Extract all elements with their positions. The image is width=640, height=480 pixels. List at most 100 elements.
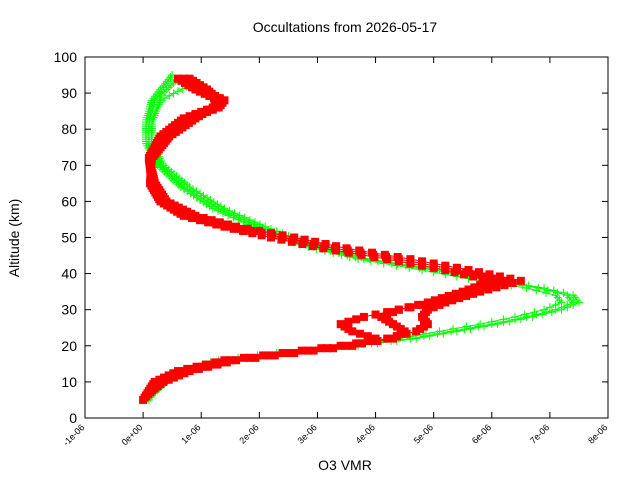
data-point <box>152 90 161 99</box>
y-tick-label: 40 <box>61 266 77 282</box>
data-point <box>344 317 353 326</box>
data-point <box>216 202 225 211</box>
data-point <box>259 351 268 360</box>
x-tick-label: 2e-06 <box>237 422 260 445</box>
data-point <box>363 336 372 345</box>
data-point <box>462 291 471 300</box>
x-tick-label: 6e-06 <box>470 422 493 445</box>
data-point <box>469 272 478 281</box>
data-point <box>478 274 487 283</box>
data-point <box>265 351 274 360</box>
y-tick-label: 90 <box>61 85 77 101</box>
data-point <box>145 104 154 113</box>
data-point <box>251 353 260 362</box>
data-point <box>328 344 337 353</box>
data-point <box>144 109 153 118</box>
x-tick-label: 7e-06 <box>528 422 551 445</box>
data-point <box>429 263 438 272</box>
x-tick-label: 3e-06 <box>296 422 319 445</box>
data-point <box>199 191 208 200</box>
data-point <box>151 92 160 101</box>
axes <box>84 56 609 419</box>
data-point <box>239 353 248 362</box>
data-point <box>450 268 459 277</box>
data-point <box>232 356 241 365</box>
data-point <box>154 87 163 96</box>
y-tick-label: 0 <box>69 410 77 426</box>
data-point <box>189 185 198 194</box>
data-point <box>406 259 415 268</box>
data-point <box>559 288 568 297</box>
data-point <box>437 294 446 303</box>
data-point <box>441 265 450 274</box>
x-tick-label: 0e+00 <box>120 422 145 447</box>
data-point <box>317 344 326 353</box>
data-point <box>169 373 178 382</box>
data-point <box>485 270 494 279</box>
data-point <box>348 341 357 350</box>
y-tick-label: 30 <box>61 302 77 318</box>
data-point <box>418 261 427 270</box>
data-point <box>319 244 328 253</box>
data-point <box>469 289 478 298</box>
data-point <box>160 94 169 103</box>
data-point <box>186 189 195 198</box>
data-point <box>165 91 174 100</box>
data-point <box>153 104 162 113</box>
data-point <box>480 322 489 331</box>
data-point <box>144 107 153 116</box>
data-point <box>248 229 257 238</box>
data-point <box>298 239 307 248</box>
data-point <box>220 96 229 105</box>
x-axis-label: O3 VMR <box>318 457 372 473</box>
data-point <box>439 329 448 338</box>
data-point <box>569 291 578 300</box>
data-point <box>540 284 549 293</box>
data-point <box>352 315 361 324</box>
data-point <box>146 100 155 109</box>
data-point <box>297 346 306 355</box>
data-point <box>448 296 457 305</box>
data-point <box>336 320 345 329</box>
series-0-profile-0-line <box>148 78 574 401</box>
data-point <box>455 294 464 303</box>
data-point <box>220 222 229 231</box>
data-point <box>220 204 229 213</box>
data-point <box>225 206 234 215</box>
x-tick-label: 8e-06 <box>586 422 609 445</box>
data-point <box>205 202 214 211</box>
data-point <box>383 334 392 343</box>
data-point <box>412 334 421 343</box>
data-point <box>185 367 194 376</box>
data-point <box>219 209 228 218</box>
x-tick-label: -1e-06 <box>61 422 86 447</box>
data-point <box>229 224 238 233</box>
data-point <box>179 74 188 83</box>
data-point <box>194 364 203 373</box>
data-point <box>153 102 162 111</box>
data-point <box>180 369 189 378</box>
x-tick-label: 1e-06 <box>179 422 202 445</box>
data-point <box>156 96 165 105</box>
data-point <box>185 74 194 83</box>
data-point <box>466 324 475 333</box>
data-point <box>277 235 286 244</box>
data-point <box>493 320 502 329</box>
data-point <box>152 107 161 116</box>
data-point <box>551 291 560 300</box>
data-point <box>290 349 299 358</box>
data-point <box>444 291 453 300</box>
plot-frame <box>84 56 609 419</box>
data-point <box>435 300 444 309</box>
y-tick-label: 20 <box>61 338 77 354</box>
data-point <box>530 308 539 317</box>
data-point <box>166 73 175 82</box>
data-point <box>344 248 353 257</box>
data-point <box>476 281 485 290</box>
data-point <box>208 204 217 213</box>
data-point <box>234 215 243 224</box>
data-point <box>538 310 547 319</box>
data-point <box>212 220 221 229</box>
data-point <box>230 209 239 218</box>
data-point <box>157 156 166 165</box>
